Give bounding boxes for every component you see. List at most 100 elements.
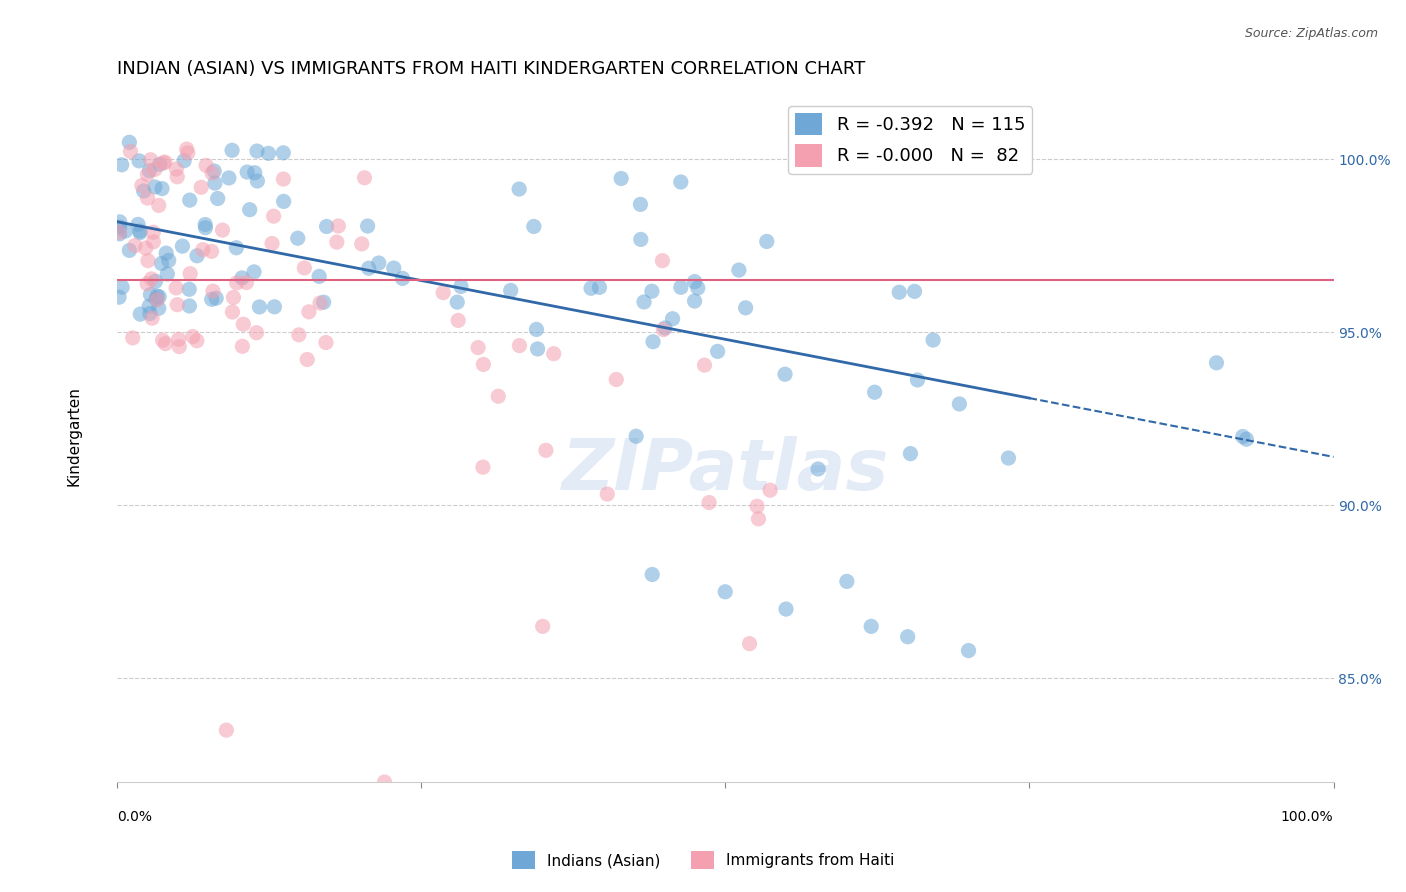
Point xyxy=(143,162,166,177)
Point xyxy=(734,301,756,315)
Point xyxy=(1232,429,1254,443)
Point xyxy=(231,339,253,353)
Point xyxy=(271,145,294,160)
Point xyxy=(835,574,858,589)
Point xyxy=(141,272,163,286)
Point xyxy=(108,290,131,304)
Point xyxy=(186,249,208,263)
Point xyxy=(661,311,683,326)
Point xyxy=(124,238,146,252)
Point xyxy=(129,224,152,238)
Point xyxy=(298,305,321,319)
Point xyxy=(143,180,166,194)
Point xyxy=(309,296,332,310)
Point xyxy=(292,260,315,275)
Point xyxy=(239,202,262,217)
Point xyxy=(108,227,131,241)
Point xyxy=(373,775,395,789)
Point xyxy=(201,284,224,298)
Point xyxy=(190,180,212,194)
Point xyxy=(610,171,633,186)
Point xyxy=(136,191,159,205)
Point xyxy=(172,239,194,253)
Point xyxy=(357,261,380,276)
Point xyxy=(118,136,141,150)
Point xyxy=(108,225,131,239)
Point xyxy=(641,334,664,349)
Point xyxy=(138,163,160,178)
Point xyxy=(200,244,222,259)
Point xyxy=(205,291,228,305)
Point xyxy=(167,332,190,346)
Point xyxy=(654,321,676,335)
Point xyxy=(903,285,925,299)
Point xyxy=(328,219,350,233)
Point xyxy=(221,305,243,319)
Text: ZIPatlas: ZIPatlas xyxy=(561,436,889,505)
Point xyxy=(135,241,157,255)
Point xyxy=(129,226,152,240)
Point xyxy=(152,156,174,170)
Point xyxy=(588,280,610,294)
Point xyxy=(669,280,692,294)
Point xyxy=(1205,356,1227,370)
Point xyxy=(486,389,509,403)
Point xyxy=(246,144,269,158)
Point xyxy=(356,219,378,233)
Point xyxy=(211,223,233,237)
Point xyxy=(166,169,188,184)
Point xyxy=(136,253,159,268)
Point xyxy=(1236,432,1258,446)
Point xyxy=(706,344,728,359)
Point xyxy=(759,483,782,498)
Point xyxy=(165,281,187,295)
Point xyxy=(195,158,218,172)
Point xyxy=(108,220,131,235)
Point xyxy=(148,198,170,212)
Point xyxy=(697,495,720,509)
Point xyxy=(150,181,173,195)
Point xyxy=(652,323,675,337)
Point xyxy=(157,253,180,268)
Legend: Indians (Asian), Immigrants from Haiti: Indians (Asian), Immigrants from Haiti xyxy=(506,845,900,875)
Point xyxy=(472,358,495,372)
Point xyxy=(114,224,136,238)
Point xyxy=(245,326,267,340)
Point xyxy=(467,341,489,355)
Point xyxy=(605,372,627,386)
Point xyxy=(145,274,167,288)
Point xyxy=(641,285,664,299)
Point xyxy=(194,218,217,232)
Point xyxy=(179,193,201,207)
Point xyxy=(775,602,797,616)
Point xyxy=(499,284,522,298)
Point xyxy=(447,313,470,327)
Point xyxy=(165,161,187,176)
Point xyxy=(142,235,165,249)
Point xyxy=(693,358,716,372)
Point xyxy=(243,166,266,180)
Point xyxy=(860,619,883,633)
Point xyxy=(108,215,131,229)
Point xyxy=(138,299,160,313)
Point xyxy=(755,235,778,249)
Text: Source: ZipAtlas.com: Source: ZipAtlas.com xyxy=(1244,27,1378,40)
Point xyxy=(207,192,229,206)
Text: 0.0%: 0.0% xyxy=(117,810,152,823)
Point xyxy=(132,184,155,198)
Point xyxy=(257,146,280,161)
Point xyxy=(128,153,150,168)
Point xyxy=(471,460,494,475)
Point xyxy=(146,293,169,307)
Point xyxy=(367,256,389,270)
Text: 100.0%: 100.0% xyxy=(1281,810,1333,823)
Point xyxy=(863,385,886,400)
Point xyxy=(773,368,796,382)
Point xyxy=(225,241,247,255)
Point xyxy=(179,282,201,296)
Point xyxy=(957,643,980,657)
Point xyxy=(315,219,337,234)
Point xyxy=(889,285,911,300)
Text: Kindergarten: Kindergarten xyxy=(67,386,82,486)
Point xyxy=(225,276,247,290)
